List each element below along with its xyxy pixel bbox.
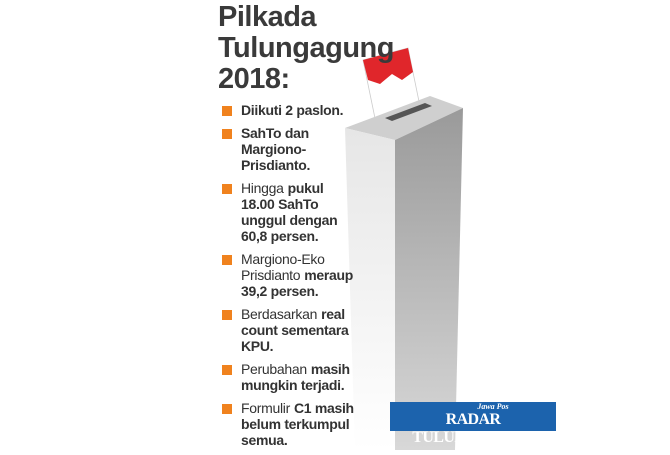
bold-text: Prisdianto. — [241, 157, 311, 173]
text: Berdasarkan — [241, 306, 318, 322]
logo-small: Jawa Pos — [477, 402, 509, 411]
bold-text: 60,8 persen. — [241, 228, 319, 244]
bold-text: 39,2 persen. — [241, 283, 319, 299]
text-line: Perubahan masih — [241, 361, 352, 377]
text-line: Margiono- — [241, 141, 352, 157]
bullet-item: Formulir C1 masih belum terkumpul semua. — [222, 400, 354, 448]
box-front — [345, 128, 395, 450]
bullet-square — [222, 310, 232, 320]
bold-text: count sementara — [241, 322, 349, 338]
text-line: count sementara — [241, 322, 352, 338]
text: Prisdianto — [241, 267, 301, 283]
text-line: Margiono-Eko — [241, 251, 352, 267]
title-line: Tulungagung — [218, 32, 394, 64]
text-line: Prisdianto meraup — [241, 267, 354, 283]
bold-text: C1 masih — [293, 400, 354, 416]
text-line: 39,2 persen. — [241, 283, 352, 299]
logo-name: RADAR TULUNGAGUNG — [412, 411, 534, 446]
bullet-item: Berdasarkan real count sementara KPU. — [222, 306, 352, 354]
bullet-item: SahTo dan Margiono- Prisdianto. — [222, 125, 352, 173]
ballot-red — [363, 48, 413, 84]
title-line: Pilkada — [218, 1, 317, 33]
text-line: semua. — [241, 432, 352, 448]
text-line: 60,8 persen. — [241, 228, 352, 244]
bullet-item: Diikuti 2 paslon. — [222, 102, 352, 118]
bold-text: mungkin terjadi. — [241, 377, 345, 393]
text-line: mungkin terjadi. — [241, 377, 352, 393]
bullet-item: Hingga pukul 18.00 SahTo unggul dengan 60,8 … — [222, 180, 352, 244]
text-line: Formulir C1 masih — [241, 400, 354, 416]
bold-text: 18.00 SahTo — [241, 196, 319, 212]
text-line: belum terkumpul — [241, 416, 352, 432]
bullet-square — [222, 106, 232, 116]
text: Hingga — [241, 180, 284, 196]
text-line: 18.00 SahTo — [241, 196, 352, 212]
bold-text: KPU. — [241, 338, 274, 354]
text: Formulir — [241, 400, 290, 416]
logo: Jawa Pos RADAR TULUNGAGUNG — [390, 402, 556, 446]
text-line: Prisdianto. — [241, 157, 352, 173]
text-line: SahTo dan — [241, 125, 352, 141]
title-line: 2018: — [218, 63, 290, 95]
bold-text: pukul — [287, 180, 324, 196]
box-top — [345, 96, 463, 140]
bold-text: SahTo dan — [241, 125, 309, 141]
bold-text: unggul dengan — [241, 212, 338, 228]
bullet-item: Perubahan masih mungkin terjadi. — [222, 361, 352, 393]
bold-text: semua. — [241, 432, 288, 448]
text: Margiono-Eko — [241, 251, 325, 267]
item-list: Diikuti 2 paslon. SahTo dan Margiono- Prisd… — [222, 102, 354, 455]
bold-text: meraup — [304, 267, 354, 283]
bold-text: Diikuti 2 paslon. — [241, 102, 344, 118]
bullet-square — [222, 255, 232, 265]
title: Pilkada Tulungagung 2018: — [218, 2, 394, 95]
text-line: Berdasarkan real — [241, 306, 352, 322]
bold-text: Margiono- — [241, 141, 306, 157]
text-line: Diikuti 2 paslon. — [241, 102, 352, 118]
bold-text: masih — [310, 361, 350, 377]
bullet-square — [222, 404, 232, 414]
bullet-square — [222, 129, 232, 139]
text-line: KPU. — [241, 338, 352, 354]
bullet-square — [222, 365, 232, 375]
bullet-square — [222, 184, 232, 194]
bullet-item: Margiono-Eko Prisdianto meraup 39,2 persen. — [222, 251, 354, 299]
text: Perubahan — [241, 361, 307, 377]
box-side — [395, 108, 463, 450]
bold-text: belum terkumpul — [241, 416, 350, 432]
text-line: Hingga pukul — [241, 180, 352, 196]
bold-text: real — [321, 306, 345, 322]
box-slot — [385, 103, 432, 121]
text-line: unggul dengan — [241, 212, 352, 228]
